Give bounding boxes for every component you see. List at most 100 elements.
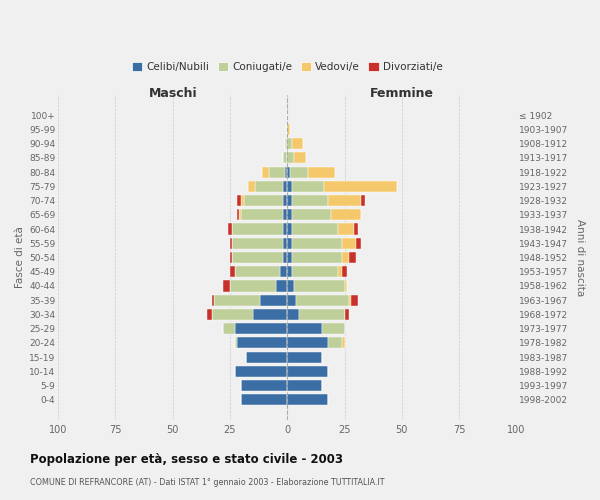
Bar xyxy=(292,138,303,149)
Bar xyxy=(287,294,296,306)
Text: Maschi: Maschi xyxy=(148,86,197,100)
Bar xyxy=(262,166,269,177)
Bar xyxy=(344,309,349,320)
Bar xyxy=(223,280,230,291)
Bar xyxy=(232,252,283,263)
Bar xyxy=(361,195,365,206)
Bar xyxy=(235,366,287,377)
Bar xyxy=(232,238,283,249)
Bar xyxy=(235,338,237,348)
Bar xyxy=(287,152,294,164)
Bar xyxy=(212,294,214,306)
Bar xyxy=(283,252,287,263)
Bar xyxy=(285,138,287,149)
Bar xyxy=(349,294,352,306)
Bar xyxy=(328,195,361,206)
Bar xyxy=(356,238,361,249)
Bar xyxy=(290,166,308,177)
Bar xyxy=(287,252,292,263)
Bar xyxy=(283,181,287,192)
Bar xyxy=(246,352,287,362)
Bar xyxy=(292,181,324,192)
Bar xyxy=(342,252,349,263)
Bar xyxy=(292,224,338,234)
Bar xyxy=(287,181,292,192)
Bar xyxy=(260,294,287,306)
Text: COMUNE DI REFRANCORE (AT) - Dati ISTAT 1° gennaio 2003 - Elaborazione TUTTITALIA: COMUNE DI REFRANCORE (AT) - Dati ISTAT 1… xyxy=(30,478,385,487)
Bar xyxy=(292,209,331,220)
Bar xyxy=(292,252,342,263)
Bar xyxy=(237,195,241,206)
Bar xyxy=(287,238,292,249)
Bar xyxy=(285,166,287,177)
Bar xyxy=(227,224,232,234)
Bar xyxy=(328,338,342,348)
Bar xyxy=(322,323,344,334)
Bar xyxy=(287,266,292,278)
Bar xyxy=(230,238,232,249)
Bar xyxy=(353,224,358,234)
Text: Popolazione per età, sesso e stato civile - 2003: Popolazione per età, sesso e stato civil… xyxy=(30,452,343,466)
Bar xyxy=(287,280,294,291)
Bar xyxy=(237,209,239,220)
Bar xyxy=(269,166,285,177)
Bar xyxy=(232,224,283,234)
Bar xyxy=(280,266,287,278)
Bar xyxy=(235,323,287,334)
Bar xyxy=(287,124,290,135)
Bar xyxy=(287,195,292,206)
Y-axis label: Fasce di età: Fasce di età xyxy=(15,226,25,288)
Bar xyxy=(248,181,255,192)
Bar xyxy=(324,181,397,192)
Bar xyxy=(241,209,283,220)
Bar xyxy=(287,209,292,220)
Bar xyxy=(212,309,253,320)
Bar xyxy=(349,252,356,263)
Bar xyxy=(283,195,287,206)
Bar xyxy=(241,195,244,206)
Bar xyxy=(239,209,241,220)
Bar xyxy=(287,394,328,406)
Bar xyxy=(287,224,292,234)
Bar xyxy=(255,181,283,192)
Bar xyxy=(352,294,358,306)
Bar xyxy=(214,294,260,306)
Bar xyxy=(292,266,338,278)
Bar xyxy=(207,309,212,320)
Bar xyxy=(283,209,287,220)
Bar xyxy=(294,152,305,164)
Bar xyxy=(230,280,276,291)
Bar xyxy=(253,309,287,320)
Bar xyxy=(299,309,344,320)
Bar xyxy=(294,280,344,291)
Bar xyxy=(296,294,349,306)
Bar xyxy=(292,238,342,249)
Bar xyxy=(283,224,287,234)
Bar xyxy=(287,138,292,149)
Text: Femmine: Femmine xyxy=(370,86,434,100)
Bar xyxy=(241,380,287,391)
Bar xyxy=(308,166,335,177)
Bar xyxy=(331,209,361,220)
Bar xyxy=(287,338,328,348)
Bar xyxy=(237,338,287,348)
Bar xyxy=(287,323,322,334)
Bar xyxy=(283,238,287,249)
Bar xyxy=(230,252,232,263)
Bar xyxy=(230,266,235,278)
Bar xyxy=(342,238,356,249)
Y-axis label: Anni di nascita: Anni di nascita xyxy=(575,219,585,296)
Bar xyxy=(235,266,280,278)
Legend: Celibi/Nubili, Coniugati/e, Vedovi/e, Divorziati/e: Celibi/Nubili, Coniugati/e, Vedovi/e, Di… xyxy=(128,58,447,76)
Bar xyxy=(287,166,290,177)
Bar xyxy=(342,338,344,348)
Bar xyxy=(292,195,328,206)
Bar xyxy=(287,309,299,320)
Bar xyxy=(223,323,235,334)
Bar xyxy=(241,394,287,406)
Bar xyxy=(338,224,353,234)
Bar xyxy=(283,152,287,164)
Bar xyxy=(344,280,347,291)
Bar xyxy=(287,366,328,377)
Bar xyxy=(276,280,287,291)
